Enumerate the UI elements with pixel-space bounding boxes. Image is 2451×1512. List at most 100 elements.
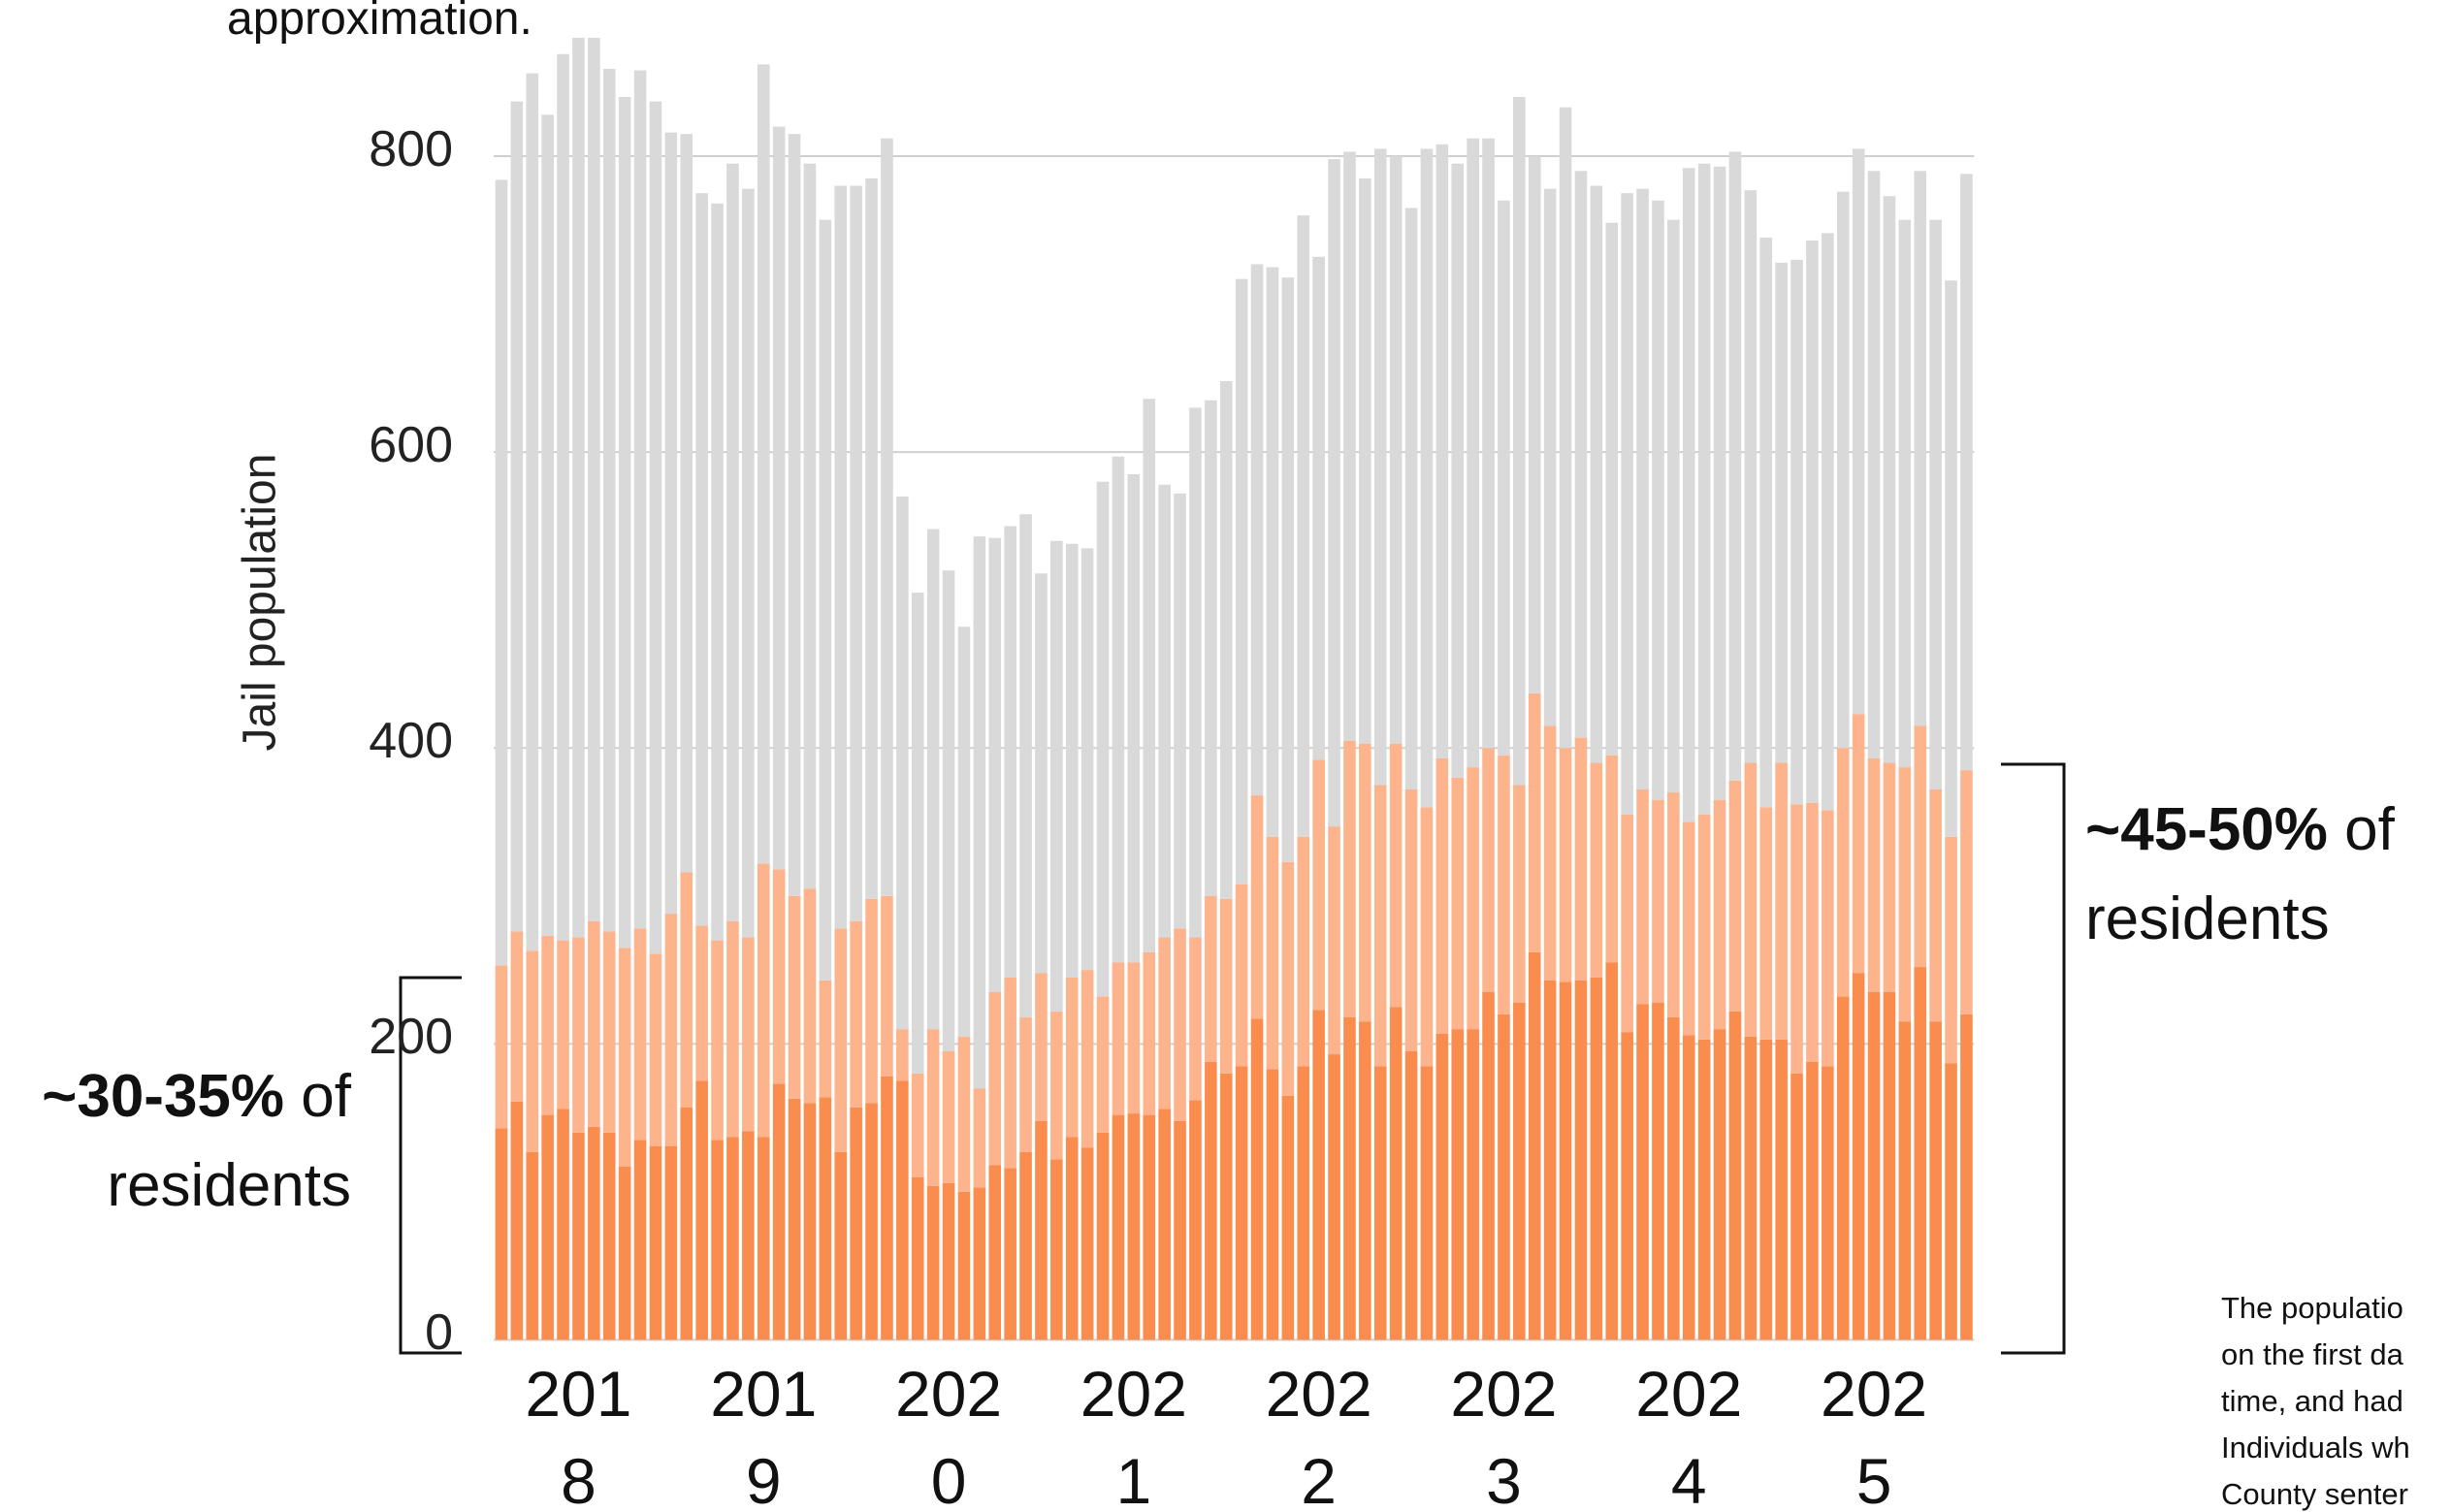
- bar-segment: [911, 593, 924, 1074]
- footnote: The populatio on the first da time, and ha…: [2221, 1285, 2410, 1512]
- bar-segment: [1605, 755, 1619, 963]
- bar-segment: [1420, 1066, 1434, 1340]
- bar-segment: [742, 1131, 755, 1340]
- bar-segment: [1065, 1137, 1079, 1340]
- bar-segment: [1652, 1002, 1664, 1340]
- left-bracket: [399, 976, 462, 1355]
- bar-segment: [865, 898, 878, 1104]
- bar-segment: [1035, 1120, 1048, 1340]
- bar-segment: [1158, 937, 1171, 1110]
- bar-segment: [1205, 400, 1217, 896]
- bar-segment: [1852, 714, 1865, 974]
- bar-segment: [618, 1167, 631, 1340]
- bar-segment: [1822, 1066, 1834, 1340]
- bar-segment: [1652, 200, 1664, 800]
- bar-segment: [1174, 493, 1186, 929]
- bar-segment: [1498, 1013, 1510, 1340]
- bar-segment: [1174, 1120, 1186, 1340]
- bar-segment: [510, 101, 524, 932]
- bar-segment: [1112, 962, 1125, 1115]
- bar-segment: [1404, 788, 1418, 1052]
- y-tick-label: 0: [425, 1304, 453, 1361]
- bar-segment: [695, 193, 708, 926]
- bar-segment: [1235, 278, 1248, 885]
- bar-segment: [803, 1103, 817, 1340]
- bar-segment: [988, 991, 1002, 1166]
- bar-segment: [618, 948, 631, 1168]
- bar-segment: [572, 937, 585, 1133]
- bar-segment: [1451, 1029, 1465, 1340]
- bar-segment: [557, 940, 569, 1110]
- bar-segment: [602, 931, 616, 1133]
- bar-segment: [1281, 1095, 1295, 1340]
- bar-segment: [881, 138, 893, 896]
- bar-segment: [1914, 171, 1927, 726]
- y-axis-label: Jail population: [235, 454, 286, 752]
- bar-segment: [834, 185, 848, 929]
- bar-segment: [1652, 799, 1664, 1003]
- bar-segment: [1404, 208, 1418, 789]
- bar-segment: [1435, 1033, 1449, 1340]
- bar-segment: [1158, 484, 1171, 938]
- bar-segment: [1852, 973, 1865, 1340]
- bar-segment: [881, 895, 893, 1077]
- bar-segment: [495, 1128, 508, 1340]
- bar-segment: [973, 1088, 986, 1188]
- bar-segment: [1467, 767, 1479, 1030]
- bar-segment: [757, 1137, 770, 1340]
- bar-segment: [1590, 185, 1603, 763]
- bar-segment: [1574, 737, 1588, 981]
- bar-segment: [834, 928, 848, 1152]
- bar-segment: [1219, 1073, 1233, 1340]
- bar-segment: [1960, 1013, 1973, 1340]
- bar-segment: [602, 1132, 616, 1340]
- bar-segment: [788, 895, 801, 1099]
- bar-segment: [1667, 792, 1680, 1017]
- bar-segment: [1035, 973, 1048, 1121]
- bar-segment: [1420, 807, 1434, 1067]
- bar-segment: [803, 163, 817, 889]
- bar-segment: [695, 925, 708, 1081]
- bar-segment: [1513, 1002, 1526, 1340]
- bar-segment: [1404, 1051, 1418, 1340]
- bar-segment: [1528, 156, 1541, 693]
- bar-segment: [1004, 1168, 1016, 1340]
- bar-segment: [711, 940, 724, 1141]
- footnote-line: time, and had: [2221, 1384, 2403, 1418]
- bar-segment: [1467, 1029, 1479, 1340]
- bar-segment: [1759, 807, 1773, 1040]
- bar-segment: [541, 114, 554, 937]
- bar-segment: [757, 64, 770, 864]
- footnote-line: County senter: [2221, 1477, 2408, 1511]
- bar-segment: [1605, 962, 1619, 1340]
- bar-segment: [1898, 767, 1912, 1022]
- bar-segment: [1914, 967, 1927, 1340]
- bar-segment: [1096, 481, 1110, 997]
- bar-segment: [588, 1126, 600, 1340]
- bar-segment: [1559, 981, 1572, 1340]
- bar-segment: [1019, 1151, 1032, 1340]
- bar-segment: [850, 1107, 862, 1340]
- bar-segment: [1373, 148, 1387, 786]
- bar-segment: [911, 1073, 924, 1177]
- bar-segment: [1883, 991, 1896, 1340]
- bar-segment: [1065, 543, 1079, 978]
- bar-segment: [1467, 138, 1479, 768]
- bar-segment: [819, 980, 832, 1098]
- bar-segment: [1112, 1114, 1125, 1340]
- bar-segment: [896, 1029, 909, 1081]
- bar-segment: [942, 1051, 955, 1183]
- bar-segment: [695, 1080, 708, 1340]
- bar-segment: [1143, 399, 1156, 952]
- bar-segment: [1205, 1061, 1217, 1340]
- bar-segment: [1281, 861, 1295, 1096]
- bar-segment: [1127, 474, 1141, 963]
- x-tick-label: 2024: [1635, 1358, 1743, 1512]
- bar-segment: [618, 97, 631, 949]
- bar-segment: [1775, 762, 1788, 1040]
- bar-segment: [1682, 821, 1695, 1036]
- bar-segment: [1312, 256, 1325, 760]
- bar-segment: [850, 185, 862, 921]
- bar-segment: [664, 1145, 678, 1340]
- y-tick-label: 800: [369, 121, 453, 177]
